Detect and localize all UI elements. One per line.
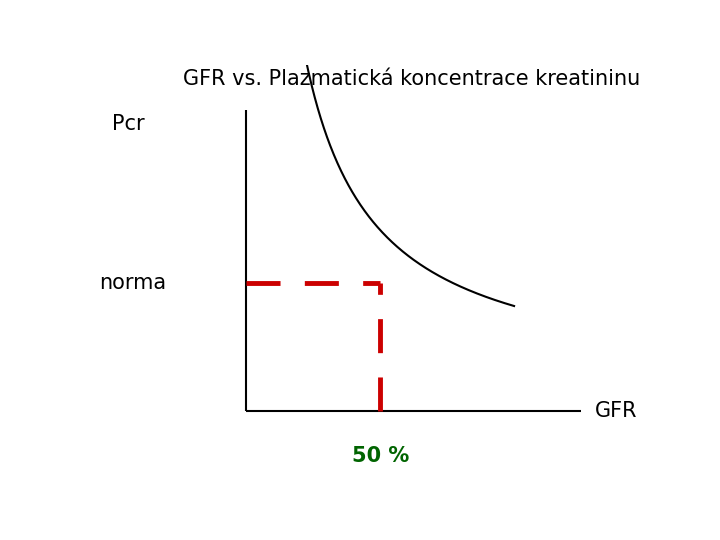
Text: GFR vs. Plazmatická koncentrace kreatininu: GFR vs. Plazmatická koncentrace kreatini… bbox=[183, 69, 640, 89]
Text: 50 %: 50 % bbox=[351, 446, 409, 466]
Text: GFR: GFR bbox=[595, 401, 637, 421]
Text: norma: norma bbox=[99, 273, 166, 293]
Text: Pcr: Pcr bbox=[112, 114, 145, 134]
